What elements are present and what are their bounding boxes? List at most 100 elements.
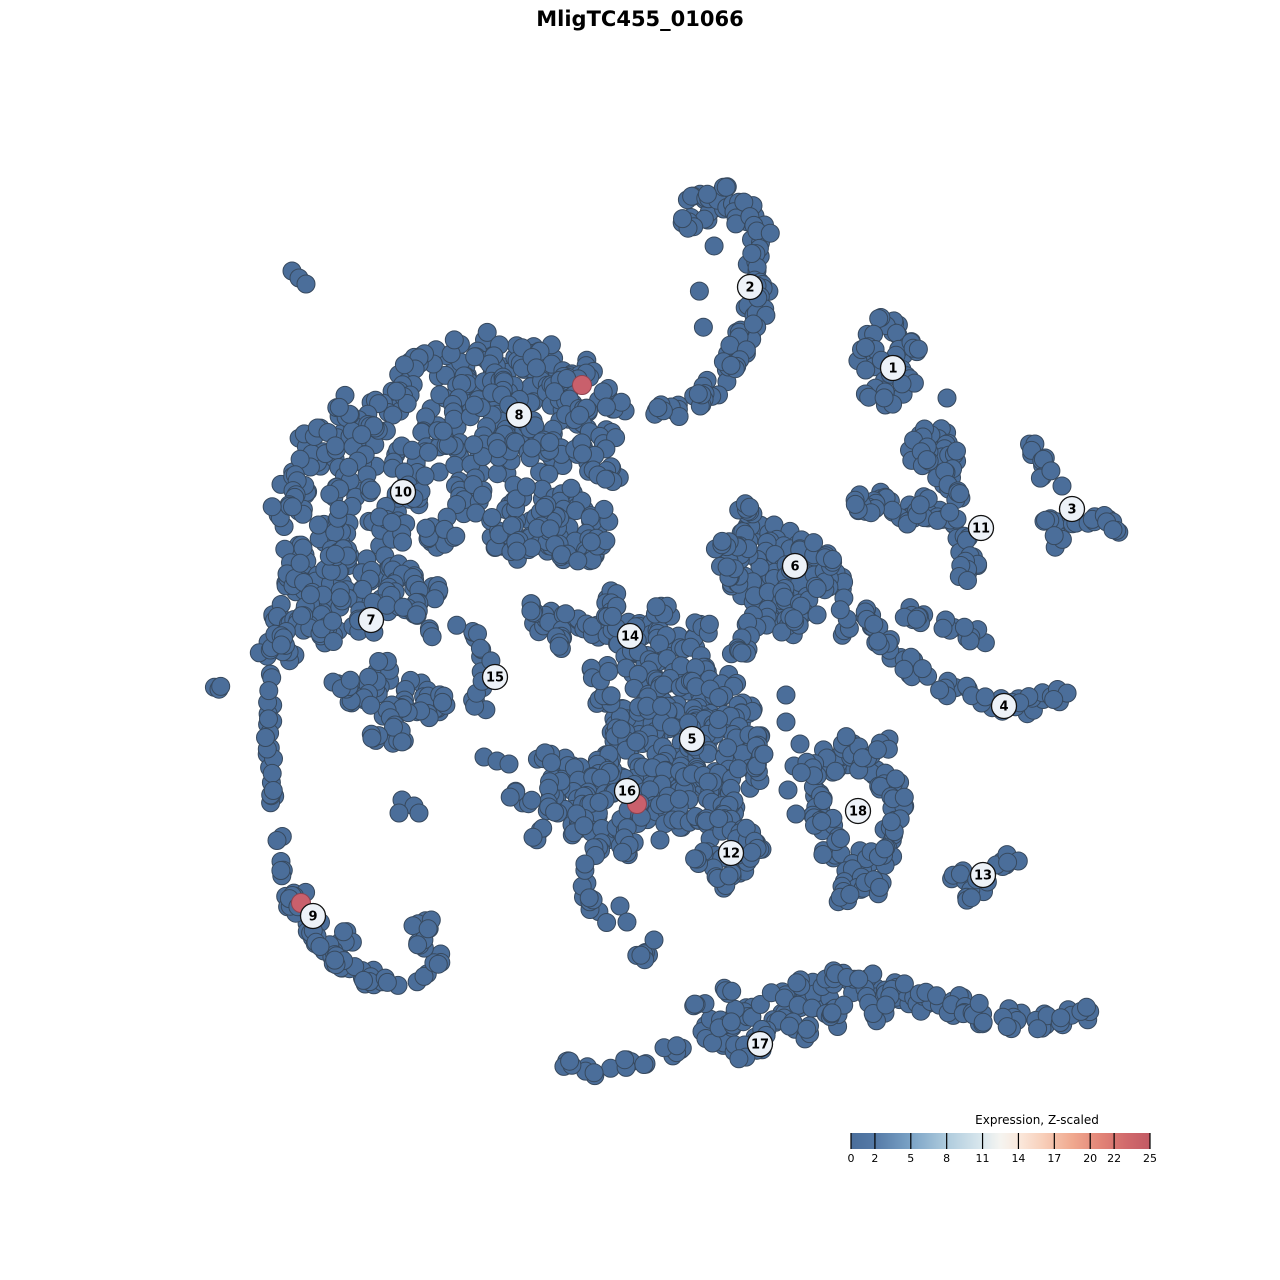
cell-point bbox=[352, 425, 372, 445]
cell-point bbox=[689, 281, 709, 301]
cell-point bbox=[428, 954, 448, 974]
cell-point bbox=[917, 450, 937, 470]
cell-point bbox=[300, 585, 320, 605]
colorbar-tick-label: 25 bbox=[1143, 1152, 1157, 1165]
cell-point bbox=[542, 753, 561, 773]
cell-point bbox=[488, 439, 508, 459]
cluster-label-bubble bbox=[481, 663, 509, 691]
cell-point bbox=[433, 692, 452, 712]
cluster-label-number: 12 bbox=[722, 847, 740, 862]
cell-point bbox=[499, 754, 519, 774]
cell-point bbox=[522, 790, 542, 810]
cell-point bbox=[1028, 1019, 1048, 1039]
cell-point bbox=[667, 1036, 687, 1056]
cell-point bbox=[709, 809, 729, 828]
cell-point bbox=[430, 385, 450, 405]
page-title: MligTC455_01066 bbox=[536, 7, 743, 31]
cell-point bbox=[382, 512, 402, 532]
cell-point bbox=[874, 388, 894, 408]
cell-point bbox=[568, 551, 588, 571]
cell-point bbox=[556, 604, 576, 624]
cell-point bbox=[465, 347, 485, 367]
cell-point bbox=[870, 877, 890, 897]
cell-point bbox=[1103, 520, 1123, 540]
cell-point bbox=[772, 622, 792, 642]
cell-point bbox=[386, 381, 406, 401]
cell-point bbox=[464, 395, 484, 415]
cell-point bbox=[601, 686, 621, 706]
cell-point bbox=[263, 781, 283, 800]
cell-point bbox=[602, 606, 622, 626]
cluster-label-number: 8 bbox=[514, 409, 523, 424]
cluster-label-bubble bbox=[505, 401, 533, 429]
cluster-label-13: 13 bbox=[969, 861, 997, 889]
cell-point bbox=[742, 244, 762, 263]
cell-point bbox=[447, 615, 467, 635]
cell-point bbox=[290, 553, 310, 573]
cell-point bbox=[1052, 476, 1072, 496]
cluster-label-14: 14 bbox=[616, 622, 644, 650]
cell-point bbox=[830, 600, 850, 620]
cell-point bbox=[308, 515, 328, 535]
cell-point bbox=[969, 993, 989, 1013]
cell-point bbox=[416, 518, 436, 538]
cell-point bbox=[856, 360, 876, 380]
cell-point bbox=[615, 1050, 635, 1070]
cluster-label-17: 17 bbox=[746, 1030, 774, 1058]
cell-point bbox=[470, 638, 490, 658]
cell-point bbox=[797, 1019, 817, 1039]
cell-point bbox=[425, 589, 445, 609]
cluster-label-bubble bbox=[717, 839, 745, 867]
cell-point bbox=[776, 712, 796, 732]
cell-point bbox=[369, 652, 389, 671]
cluster-label-number: 4 bbox=[999, 700, 1008, 715]
cell-point bbox=[650, 830, 670, 850]
cell-point bbox=[1036, 510, 1055, 530]
cell-point bbox=[950, 484, 970, 504]
cell-point bbox=[997, 1017, 1017, 1037]
cell-point bbox=[477, 322, 497, 342]
cell-point bbox=[392, 732, 412, 752]
cell-point bbox=[786, 804, 806, 824]
cell-point bbox=[804, 533, 824, 553]
cell-point bbox=[1044, 526, 1064, 546]
cell-point bbox=[613, 842, 632, 862]
cell-point bbox=[1077, 997, 1096, 1017]
cell-point bbox=[581, 532, 601, 552]
cell-point bbox=[740, 497, 760, 517]
cluster-label-8: 8 bbox=[505, 401, 533, 429]
cell-point bbox=[599, 662, 619, 681]
cell-point bbox=[732, 643, 752, 663]
cell-point bbox=[894, 787, 914, 807]
cell-point bbox=[831, 829, 850, 848]
cluster-label-bubble bbox=[357, 606, 385, 634]
cell-point bbox=[784, 609, 804, 629]
cluster-label-number: 10 bbox=[394, 486, 412, 501]
cell-point bbox=[594, 499, 614, 519]
cluster-label-bubble bbox=[781, 552, 809, 580]
cell-point bbox=[894, 974, 914, 994]
cell-point bbox=[1051, 1008, 1071, 1028]
cell-point bbox=[472, 485, 492, 505]
cell-point bbox=[750, 995, 770, 1014]
cell-point bbox=[712, 531, 732, 551]
cell-point bbox=[334, 922, 353, 942]
cell-point bbox=[447, 495, 467, 514]
cluster-label-bubble bbox=[389, 478, 417, 506]
cluster-label-number: 18 bbox=[849, 805, 867, 820]
cell-point bbox=[825, 761, 845, 781]
cell-point bbox=[545, 802, 565, 822]
cell-point bbox=[589, 792, 609, 812]
cluster-label-number: 2 bbox=[745, 281, 754, 296]
cell-point bbox=[325, 544, 345, 564]
cell-point bbox=[596, 469, 616, 489]
cell-point bbox=[579, 888, 599, 908]
cell-point bbox=[487, 464, 507, 484]
cell-point bbox=[807, 605, 827, 625]
cell-point bbox=[626, 732, 646, 752]
scatter-points bbox=[204, 177, 1129, 1086]
cell-point bbox=[340, 670, 360, 690]
cell-point bbox=[717, 557, 737, 577]
cell-point bbox=[540, 432, 560, 452]
